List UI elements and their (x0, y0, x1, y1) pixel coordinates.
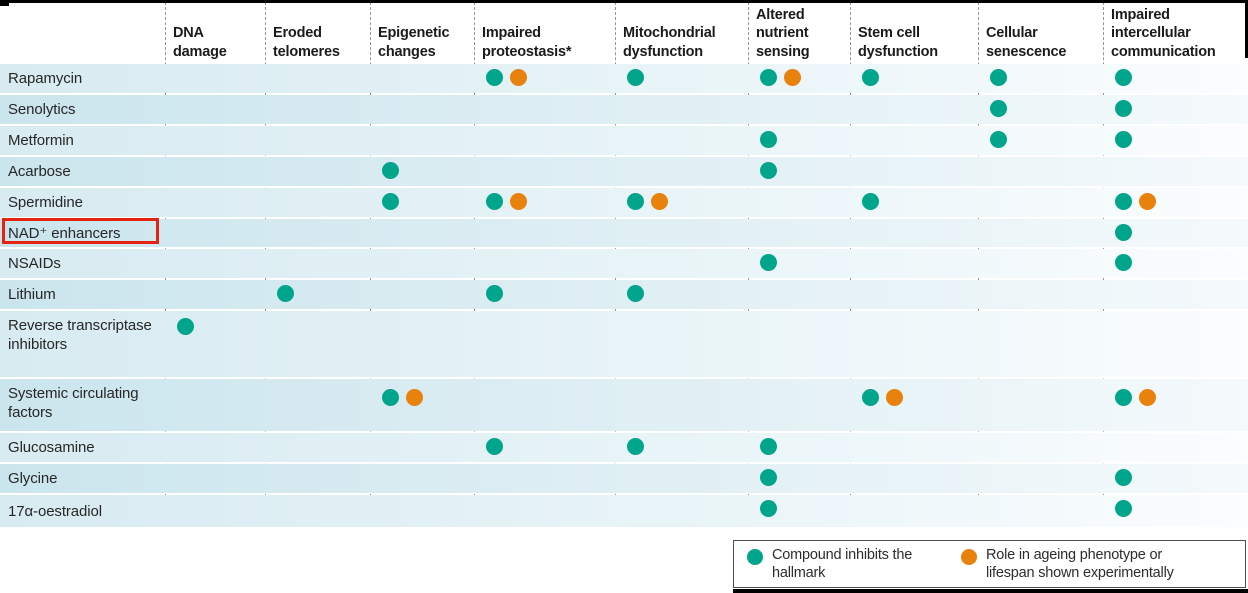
column-header: Impaired intercellular communication (1111, 6, 1216, 60)
table-row: Glycine (0, 464, 1248, 493)
inhibits-hallmark-dot (759, 469, 777, 486)
experimental-role-dot (509, 193, 527, 210)
inhibits-hallmark-dot (1114, 254, 1132, 271)
inhibits-hallmark-dot (485, 285, 503, 302)
row-label: Reverse transcriptase inhibitors (8, 317, 152, 353)
inhibits-hallmark-dot (989, 100, 1007, 117)
inhibits-hallmark-dot (1114, 131, 1132, 148)
table-row: NSAIDs (0, 249, 1248, 278)
row-label: NSAIDs (8, 255, 61, 272)
table-row: Rapamycin (0, 64, 1248, 93)
experimental-role-dot (1138, 389, 1156, 406)
experimental-role-dot (1138, 193, 1156, 210)
inhibits-hallmark-dot (759, 69, 777, 86)
screenshot-edge-right (1245, 0, 1248, 58)
column-header: Altered nutrient sensing (756, 6, 810, 60)
inhibits-hallmark-dot (1114, 224, 1132, 241)
legend-label: Role in ageing phenotype or lifespan sho… (986, 547, 1174, 581)
inhibits-hallmark-dot (485, 69, 503, 86)
screenshot-edge-bottom (733, 589, 1248, 593)
row-label: Lithium (8, 286, 56, 303)
column-header: Epigenetic changes (378, 25, 450, 60)
table-row: Systemic circulating factors (0, 379, 1248, 431)
experimental-role-dot (885, 389, 903, 406)
table-row: NAD⁺ enhancers (0, 219, 1248, 247)
row-label: Spermidine (8, 194, 83, 211)
inhibits-hallmark-dot (759, 162, 777, 179)
inhibits-hallmark-dot (861, 69, 879, 86)
inhibits-hallmark-dot (1114, 100, 1132, 117)
table-row: Spermidine (0, 188, 1248, 217)
inhibits-hallmark-dot (1114, 500, 1132, 517)
inhibits-hallmark-dot (759, 254, 777, 271)
screenshot-edge-top-left (0, 0, 9, 6)
experimental-role-dot (650, 193, 668, 210)
inhibits-hallmark-dot (626, 69, 644, 86)
table-row: Lithium (0, 280, 1248, 309)
inhibits-hallmark-dot (381, 162, 399, 179)
row-label: Metformin (8, 132, 74, 149)
table-row: Senolytics (0, 95, 1248, 124)
legend-teal-dot-icon (747, 549, 763, 565)
column-header: Mitochondrial dysfunction (623, 25, 716, 60)
legend-orange-dot-icon (961, 549, 977, 565)
inhibits-hallmark-dot (626, 193, 644, 210)
inhibits-hallmark-dot (1114, 193, 1132, 210)
inhibits-hallmark-dot (759, 131, 777, 148)
column-header: DNA damage (173, 25, 227, 60)
inhibits-hallmark-dot (989, 131, 1007, 148)
column-header: Cellular senescence (986, 25, 1067, 60)
experimental-role-dot (509, 69, 527, 86)
table-row: 17α-oestradiol (0, 495, 1248, 527)
inhibits-hallmark-dot (861, 193, 879, 210)
row-label: Systemic circulating factors (8, 385, 139, 421)
inhibits-hallmark-dot (759, 500, 777, 517)
inhibits-hallmark-dot (1114, 69, 1132, 86)
column-header: Impaired proteostasis* (482, 25, 572, 60)
legend-item: Role in ageing phenotype or lifespan sho… (961, 546, 1210, 582)
inhibits-hallmark-dot (626, 438, 644, 455)
column-header: Eroded telomeres (273, 25, 340, 60)
screenshot-edge-top (0, 0, 1248, 3)
inhibits-hallmark-dot (381, 193, 399, 210)
inhibits-hallmark-dot (276, 285, 294, 302)
inhibits-hallmark-dot (176, 318, 194, 335)
inhibits-hallmark-dot (626, 285, 644, 302)
red-annotation-box (2, 218, 159, 244)
table-row: Reverse transcriptase inhibitors (0, 311, 1248, 377)
row-label: Acarbose (8, 163, 71, 180)
inhibits-hallmark-dot (485, 193, 503, 210)
inhibits-hallmark-dot (1114, 389, 1132, 406)
inhibits-hallmark-dot (1114, 469, 1132, 486)
row-label: NAD⁺ enhancers (8, 225, 121, 242)
inhibits-hallmark-dot (381, 389, 399, 406)
legend-item: Compound inhibits the hallmark (747, 546, 935, 582)
inhibits-hallmark-dot (861, 389, 879, 406)
column-header: Stem cell dysfunction (858, 25, 938, 60)
inhibits-hallmark-dot (485, 438, 503, 455)
legend: Compound inhibits the hallmark Role in ag… (733, 540, 1246, 588)
legend-label: Compound inhibits the hallmark (772, 547, 913, 581)
row-label: Glucosamine (8, 439, 95, 456)
inhibits-hallmark-dot (759, 438, 777, 455)
row-label: Senolytics (8, 101, 76, 118)
experimental-role-dot (783, 69, 801, 86)
row-label: Rapamycin (8, 70, 83, 87)
table-row: Metformin (0, 126, 1248, 155)
inhibits-hallmark-dot (989, 69, 1007, 86)
experimental-role-dot (405, 389, 423, 406)
table-row: Glucosamine (0, 433, 1248, 462)
row-label: 17α-oestradiol (8, 502, 102, 520)
row-label: Glycine (8, 470, 58, 487)
table-row: Acarbose (0, 157, 1248, 186)
